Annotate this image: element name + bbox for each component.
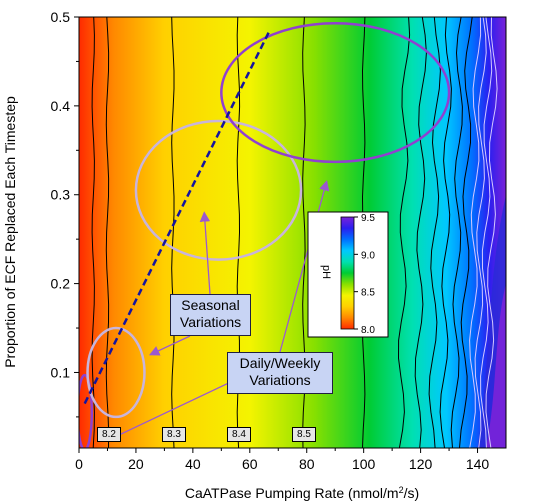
contour-line	[171, 17, 175, 448]
x-tick-label: 100	[352, 456, 376, 472]
y-tick-label: 0.3	[51, 187, 71, 203]
contour-line	[439, 17, 452, 448]
contour-line	[474, 17, 487, 448]
daily-line-1: Daily/Weekly	[239, 355, 321, 371]
y-tick-label: 0.5	[51, 9, 71, 25]
contour-label-8-5: 8.5	[292, 427, 316, 442]
x-tick-label: 40	[185, 456, 201, 472]
x-tick-label: 20	[128, 456, 144, 472]
contour-line	[459, 17, 473, 448]
colorbar-tick-label: 9.5	[361, 213, 375, 224]
contour-line	[105, 17, 110, 448]
daily-line-2: Variations	[249, 372, 311, 388]
annotation-arrow	[279, 180, 330, 353]
corner-purple	[486, 283, 506, 448]
trend-line	[83, 29, 271, 405]
colorbar: 8.0 8.5 9.0 9.5 pH	[307, 211, 389, 338]
contour-line	[469, 17, 482, 448]
colorbar-label: pH	[320, 265, 332, 279]
contour-lines	[91, 17, 498, 448]
x-axis: 0 20 40 60 80 100 120 140	[75, 448, 489, 472]
x-tick-label: 80	[299, 456, 315, 472]
colorbar-gradient	[340, 216, 355, 330]
variation-ellipses	[79, 21, 451, 448]
contour-label-8-4: 8.4	[227, 427, 251, 442]
contour-line	[397, 17, 411, 448]
plot-frame	[78, 16, 507, 449]
annotation-arrow	[109, 379, 236, 440]
x-tick-label: 0	[75, 456, 83, 472]
ellipse-origin	[79, 373, 94, 448]
y-axis: 0.1 0.2 0.3 0.4 0.5	[51, 9, 79, 418]
contour-line	[480, 17, 493, 448]
colorbar-ticks: 8.0 8.5 9.0 9.5	[354, 213, 375, 336]
annotation-arrow	[148, 335, 191, 356]
y-tick-label: 0.2	[51, 276, 71, 292]
annotation-arrows	[109, 180, 330, 440]
ellipse-small	[86, 326, 146, 419]
high-ph-corner	[477, 194, 506, 448]
seasonal-line-1: Seasonal	[181, 297, 240, 313]
colorbar-tick-label: 9.0	[361, 250, 375, 261]
contour-line	[414, 17, 427, 448]
y-tick-label: 0.4	[51, 98, 71, 114]
x-tick-label: 60	[242, 456, 258, 472]
contour-line	[428, 17, 441, 448]
x-tick-label: 120	[409, 456, 433, 472]
daily-weekly-variations-box: Daily/Weekly Variations	[227, 352, 333, 394]
y-axis-label: Proportion of ECF Replaced Each Timestep	[2, 96, 18, 368]
ellipse-large	[220, 21, 451, 164]
contour-label-8-2: 8.2	[97, 427, 121, 442]
contour-line	[485, 17, 498, 448]
seasonal-variations-box: Seasonal Variations	[170, 294, 251, 336]
ellipse-medium	[134, 119, 303, 261]
y-tick-label: 0.1	[51, 364, 71, 380]
annotation-arrow	[199, 211, 211, 295]
contour-line	[91, 17, 95, 448]
contour-line	[450, 17, 463, 448]
seasonal-line-2: Variations	[179, 314, 242, 330]
x-tick-label: 140	[466, 456, 490, 472]
colorbar-tick-label: 8.0	[361, 325, 375, 336]
contour-label-8-3: 8.3	[162, 427, 186, 442]
x-axis-label: CaATPase Pumping Rate (nmol/m2/s)	[185, 485, 419, 501]
colorbar-tick-label: 8.5	[361, 288, 375, 299]
